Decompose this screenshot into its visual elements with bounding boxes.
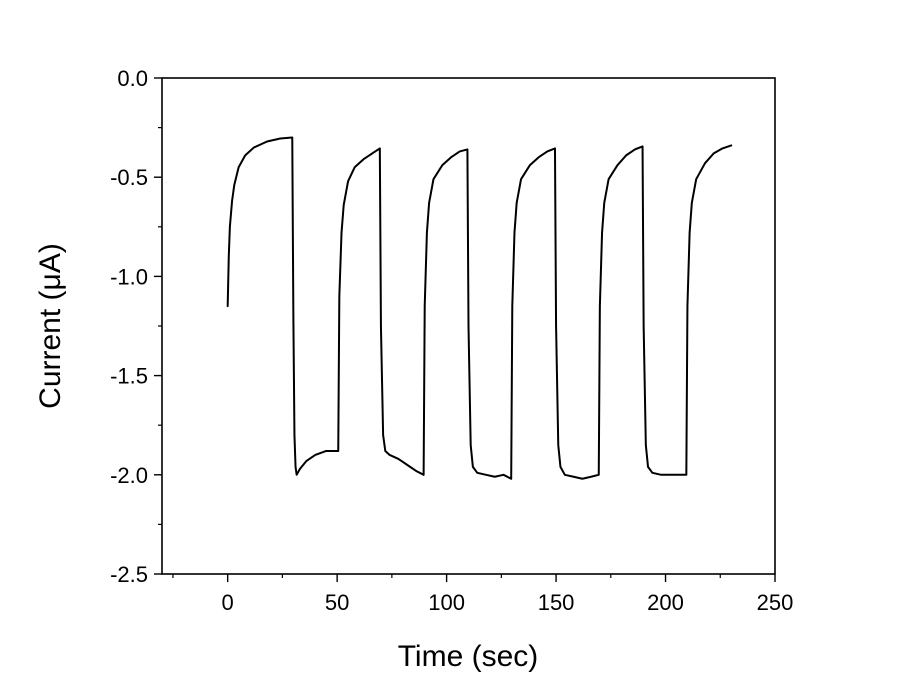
series-group (226, 136, 733, 480)
x-axis-tick-labels: 0 50 100 150 200 250 (222, 590, 794, 615)
y-tick-label: -1.0 (110, 264, 148, 289)
y-tick-label: -2.5 (110, 562, 148, 587)
x-tick-label: 50 (325, 590, 349, 615)
y-tick-label: -1.5 (110, 364, 148, 389)
x-tick-label: 250 (757, 590, 794, 615)
y-tick-label: -0.5 (110, 165, 148, 190)
y-tick-label: -2.0 (110, 463, 148, 488)
x-tick-label: 150 (538, 590, 575, 615)
series-line (226, 136, 733, 480)
x-axis-ticks (172, 574, 776, 582)
x-tick-label: 0 (222, 590, 234, 615)
x-tick-label: 100 (428, 590, 465, 615)
y-axis-ticks (154, 77, 162, 575)
y-axis-tick-labels: 0.0 -0.5 -1.0 -1.5 -2.0 -2.5 (110, 66, 148, 587)
y-tick-label: 0.0 (117, 66, 148, 91)
x-tick-label: 200 (647, 590, 684, 615)
x-axis-title: Time (sec) (398, 640, 539, 673)
y-axis-title: Current (μA) (34, 243, 67, 409)
